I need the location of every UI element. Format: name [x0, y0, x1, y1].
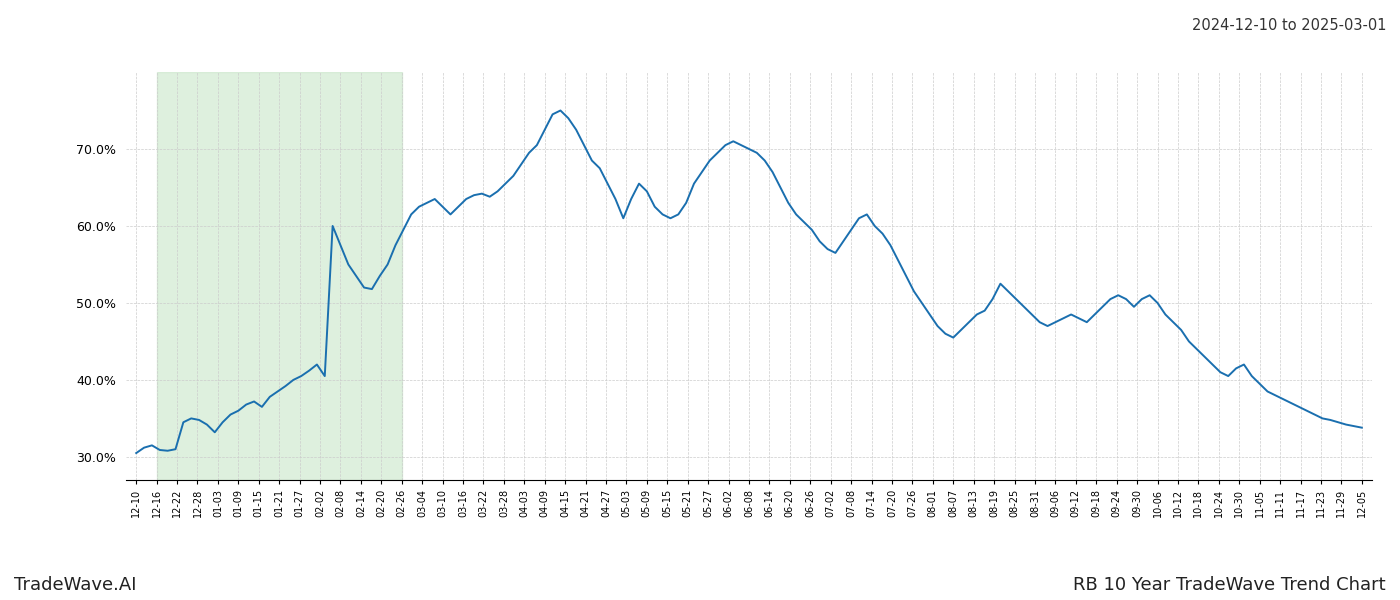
Text: TradeWave.AI: TradeWave.AI — [14, 576, 137, 594]
Text: 2024-12-10 to 2025-03-01: 2024-12-10 to 2025-03-01 — [1191, 18, 1386, 33]
Bar — [157, 72, 402, 480]
Text: RB 10 Year TradeWave Trend Chart: RB 10 Year TradeWave Trend Chart — [1074, 576, 1386, 594]
